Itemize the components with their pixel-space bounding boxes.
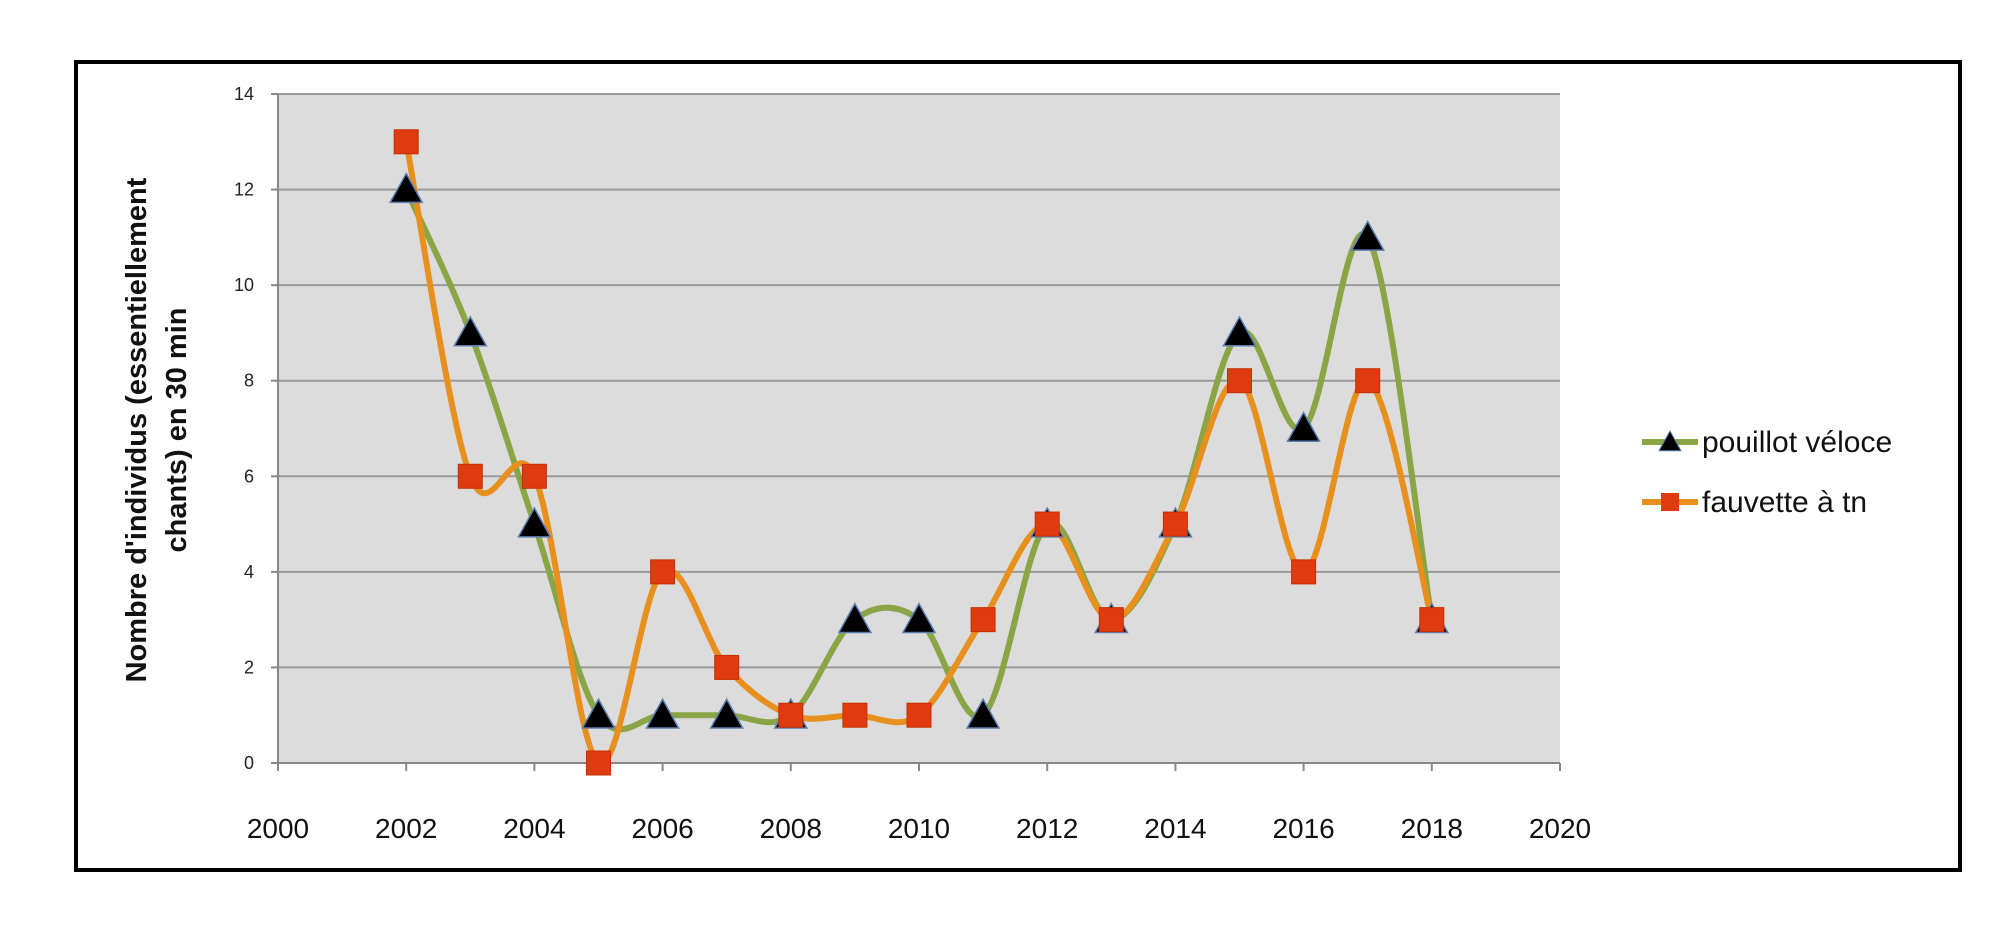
data-point-square bbox=[1419, 607, 1445, 633]
data-point-triangle bbox=[645, 697, 680, 729]
data-point-square bbox=[650, 559, 676, 585]
y-axis-label: Nombre d'individus (essentiellement chant… bbox=[121, 177, 193, 682]
data-point-triangle bbox=[1222, 315, 1257, 347]
data-point-square bbox=[521, 463, 547, 489]
data-point-triangle bbox=[453, 315, 488, 347]
x-tick-label: 2006 bbox=[631, 813, 693, 844]
data-point-square bbox=[1227, 368, 1252, 394]
data-point-triangle bbox=[517, 506, 552, 538]
y-tick-label: 14 bbox=[234, 84, 254, 104]
data-point-triangle bbox=[388, 172, 424, 204]
x-tick-label: 2020 bbox=[1529, 813, 1591, 844]
y-tick-label: 2 bbox=[244, 657, 254, 677]
data-point-square bbox=[1291, 559, 1317, 585]
x-tick-label: 2012 bbox=[1016, 813, 1078, 844]
legend-marker-square bbox=[1661, 493, 1679, 511]
x-tick-label: 2008 bbox=[760, 813, 822, 844]
data-point-triangle bbox=[837, 602, 873, 634]
x-tick-label: 2004 bbox=[503, 813, 565, 844]
y-tick-label: 10 bbox=[234, 275, 254, 295]
y-tick-label: 6 bbox=[244, 466, 254, 486]
legend-marker-triangle bbox=[1658, 429, 1682, 452]
data-point-triangle bbox=[581, 697, 616, 729]
y-tick-label: 8 bbox=[244, 371, 254, 391]
data-point-square bbox=[1162, 511, 1188, 537]
data-point-triangle bbox=[965, 697, 1001, 729]
y-tick-label: 0 bbox=[244, 753, 254, 773]
data-point-triangle bbox=[1286, 410, 1321, 443]
x-tick-label: 2016 bbox=[1272, 813, 1334, 844]
x-tick-label: 2018 bbox=[1401, 813, 1463, 844]
y-axis-label-line: chants) en 30 min bbox=[161, 308, 193, 553]
x-tick-label: 2014 bbox=[1144, 813, 1206, 844]
data-point-triangle bbox=[1350, 219, 1385, 251]
x-tick-label: 2002 bbox=[375, 813, 437, 844]
legend-label: fauvette à tn bbox=[1702, 486, 1867, 519]
y-axis-label-line: Nombre d'individus (essentiellement bbox=[121, 177, 153, 682]
y-tick-label: 4 bbox=[244, 562, 254, 582]
x-tick-label: 2000 bbox=[247, 813, 309, 844]
data-point-square bbox=[1098, 607, 1124, 633]
data-point-square bbox=[457, 463, 483, 489]
data-point-square bbox=[714, 654, 740, 680]
data-point-square bbox=[906, 702, 932, 728]
data-point-square bbox=[1355, 368, 1381, 394]
data-point-square bbox=[778, 702, 804, 728]
data-point-square bbox=[393, 129, 419, 155]
data-point-triangle bbox=[709, 697, 744, 729]
data-point-square bbox=[970, 607, 996, 633]
x-tick-label: 2010 bbox=[888, 813, 950, 844]
data-point-square bbox=[586, 750, 611, 776]
y-tick-label: 12 bbox=[234, 180, 254, 200]
data-point-triangle bbox=[901, 602, 937, 634]
data-point-square bbox=[1034, 511, 1060, 537]
legend-label: pouillot véloce bbox=[1702, 426, 1892, 459]
data-point-square bbox=[842, 702, 868, 728]
plot-area bbox=[278, 94, 1560, 763]
